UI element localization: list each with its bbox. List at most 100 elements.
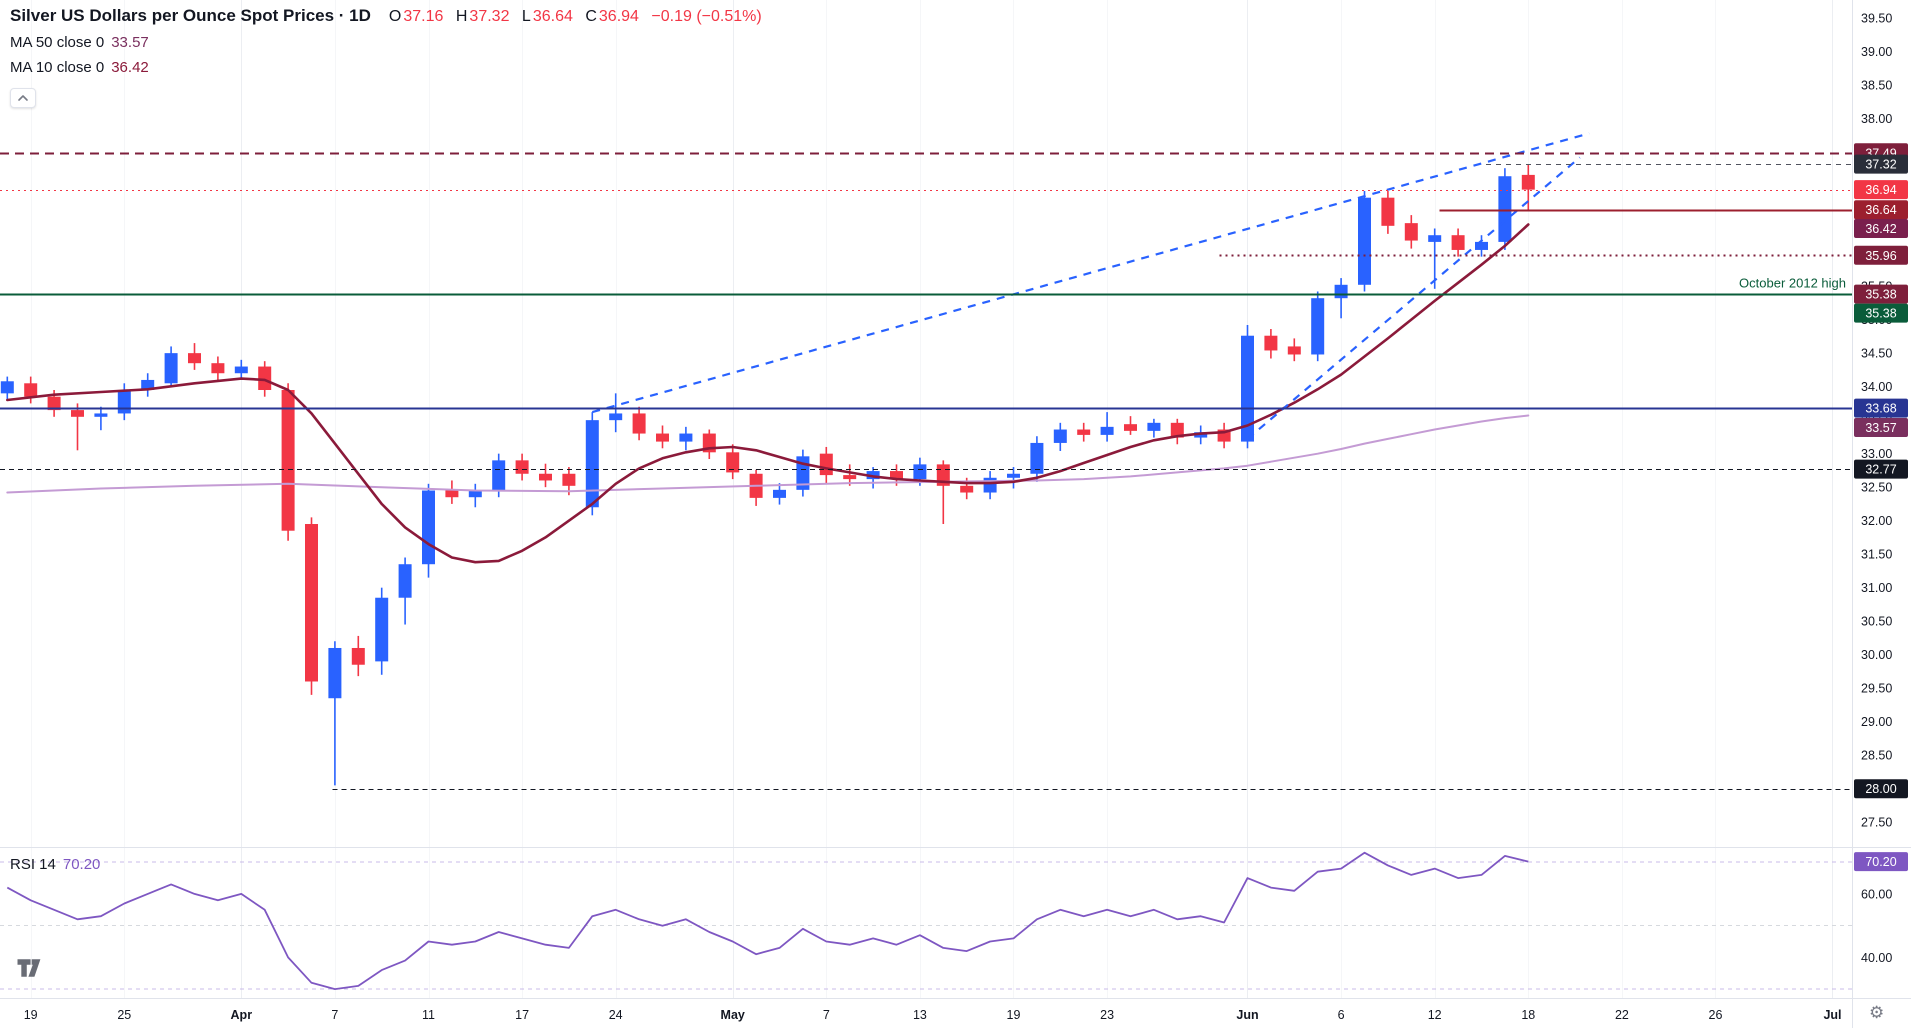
candle	[632, 413, 646, 434]
candle	[1451, 235, 1465, 250]
candle	[1170, 422, 1184, 438]
candle	[1287, 346, 1301, 355]
time-axis-label: 25	[117, 1008, 131, 1022]
level-annotation: October 2012 high	[1739, 276, 1846, 291]
trendline[interactable]	[592, 132, 1590, 414]
candle	[983, 477, 997, 493]
candle	[1428, 235, 1442, 242]
price-axis-label: 30.00	[1861, 648, 1892, 662]
ma50-legend[interactable]: MA 50 close 0 33.57	[10, 34, 762, 51]
candle	[1475, 241, 1488, 250]
ohlc-readout: O 37.16 H 37.32 L 36.64 C 36.94 −0.19 (−0.51…	[381, 8, 762, 26]
candle	[890, 471, 903, 480]
price-axis-badge: 37.32	[1854, 154, 1908, 174]
price-axis-label: 38.50	[1861, 79, 1892, 93]
candle	[328, 647, 342, 699]
candle	[305, 524, 318, 682]
change-readout: −0.19 (−0.51%)	[651, 8, 762, 25]
svg-text:32.77: 32.77	[1865, 463, 1896, 477]
chart-header: Silver US Dollars per Ounce Spot Prices …	[10, 6, 762, 108]
price-axis-badge: 36.64	[1854, 200, 1908, 220]
ma10-legend[interactable]: MA 10 close 0 36.42	[10, 59, 762, 76]
candle	[1077, 429, 1091, 435]
time-axis-label: 18	[1521, 1008, 1535, 1022]
svg-text:28.00: 28.00	[1865, 782, 1896, 796]
candle	[1264, 335, 1278, 351]
time-axis-label: 7	[823, 1008, 830, 1022]
ma10-value: 36.42	[111, 59, 149, 76]
rsi-label: RSI 14	[10, 856, 56, 873]
candle	[117, 389, 131, 414]
time-axis-settings-gear-icon[interactable]: ⚙	[1869, 1003, 1885, 1022]
price-axis-badge: 32.77	[1854, 459, 1908, 479]
time-axis-label: 12	[1428, 1008, 1442, 1022]
time-axis-label: Apr	[231, 1008, 253, 1022]
price-axis-badge: 36.42	[1854, 218, 1908, 238]
candle	[94, 413, 108, 417]
candle	[47, 396, 61, 411]
chevron-up-icon	[18, 95, 28, 101]
close-value: 36.94	[598, 8, 639, 25]
candle	[679, 433, 693, 442]
price-axis-label: 28.50	[1861, 749, 1892, 763]
tradingview-logo[interactable]	[16, 956, 43, 985]
candle	[234, 366, 248, 374]
candle	[960, 485, 974, 493]
candle	[445, 490, 459, 498]
low-label: L	[521, 8, 531, 25]
candle	[1241, 335, 1254, 442]
price-axis-badge: 35.38	[1854, 303, 1908, 323]
price-axis-label: 33.00	[1861, 447, 1892, 461]
ma50-line	[6, 414, 1530, 494]
candle	[656, 433, 669, 442]
candle	[1007, 473, 1020, 478]
symbol-title[interactable]: Silver US Dollars per Ounce Spot Prices …	[10, 6, 371, 25]
candle	[843, 475, 857, 480]
price-axis-label: 34.00	[1861, 380, 1892, 394]
candle	[1404, 223, 1418, 241]
open-label: O	[388, 8, 402, 25]
svg-text:36.64: 36.64	[1865, 203, 1896, 217]
candle	[398, 564, 412, 598]
candle	[71, 410, 84, 417]
time-axis-label: Jun	[1236, 1008, 1258, 1022]
candle	[1311, 298, 1325, 355]
ma10-line	[6, 223, 1530, 564]
svg-text:36.42: 36.42	[1865, 222, 1896, 236]
price-axis-badge: 36.94	[1854, 180, 1908, 200]
candle	[1053, 429, 1067, 443]
candle	[492, 460, 506, 491]
time-axis-label: 6	[1338, 1008, 1345, 1022]
svg-text:35.96: 35.96	[1865, 249, 1896, 263]
svg-text:33.68: 33.68	[1865, 402, 1896, 416]
time-axis-label: 13	[913, 1008, 927, 1022]
high-value: 37.32	[469, 8, 510, 25]
candle	[913, 464, 927, 480]
price-axis-label: 27.50	[1861, 816, 1892, 830]
price-axis-label: 29.50	[1861, 682, 1892, 696]
candle	[211, 363, 225, 374]
collapse-indicators-button[interactable]	[10, 88, 36, 108]
candle	[1100, 426, 1114, 435]
close-label: C	[585, 8, 597, 25]
price-axis-label: 31.00	[1861, 581, 1892, 595]
time-axis-label: 23	[1100, 1008, 1114, 1022]
price-axis-label: 31.50	[1861, 548, 1892, 562]
price-axis[interactable]: 39.5039.0038.5038.0037.5037.0036.5036.00…	[1854, 12, 1908, 965]
price-axis-label: 34.50	[1861, 347, 1892, 361]
ma50-label: MA 50 close 0	[10, 34, 105, 51]
price-axis-badge: 33.57	[1854, 417, 1908, 437]
ma50-value: 33.57	[111, 34, 149, 51]
tradingview-logo-icon	[17, 959, 41, 977]
rsi-legend[interactable]: RSI 14 70.20	[10, 856, 100, 873]
time-axis-label: 17	[515, 1008, 529, 1022]
time-axis-label: 26	[1709, 1008, 1723, 1022]
candle	[773, 489, 786, 498]
price-axis-badge: 35.96	[1854, 245, 1908, 265]
trendline[interactable]	[1246, 156, 1581, 440]
svg-text:35.38: 35.38	[1865, 307, 1896, 321]
time-axis[interactable]: 19 25 Apr 7 11 17 24 May 7 13 19 23 Jun 6 12 18 22 26 Jul	[24, 1008, 1842, 1022]
